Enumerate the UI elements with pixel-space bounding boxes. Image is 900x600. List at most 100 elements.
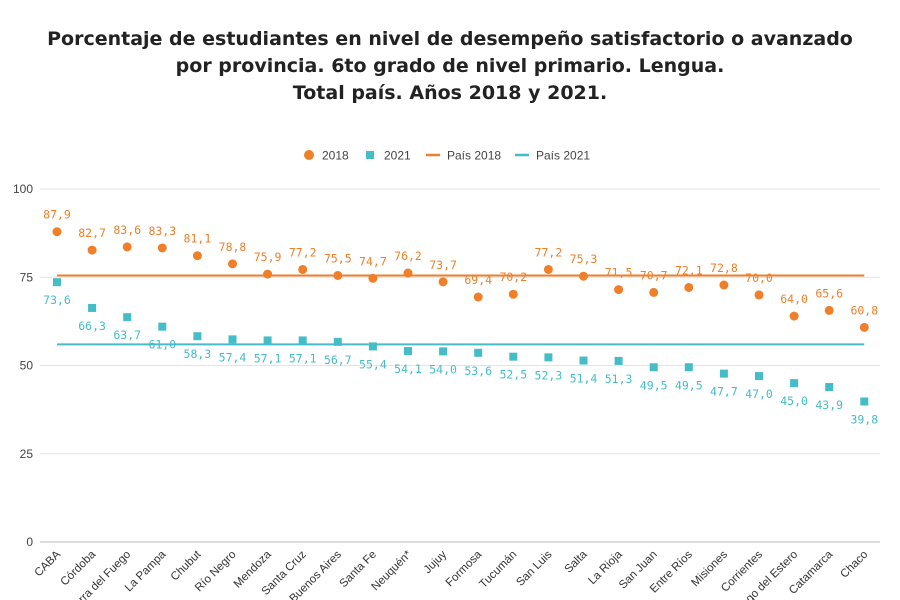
data-label-2021: 52,3 — [535, 368, 563, 382]
legend: 2018 2021 País 2018 País 2021 — [304, 149, 590, 163]
y-tick-label: 50 — [20, 359, 34, 373]
category-label: CABA — [32, 548, 63, 579]
point-2018 — [614, 285, 624, 295]
data-label-2021: 39,8 — [850, 413, 878, 427]
point-2018 — [859, 322, 869, 332]
point-2021 — [544, 353, 553, 362]
point-2021 — [719, 369, 728, 378]
point-2021 — [368, 342, 377, 351]
data-label-2018: 87,9 — [43, 208, 71, 222]
data-label-2021: 43,9 — [815, 398, 843, 412]
data-label-2018: 64,0 — [780, 292, 808, 306]
point-2018 — [263, 269, 273, 279]
legend-label-2021: 2021 — [384, 149, 411, 163]
legend-marker-2021 — [366, 151, 374, 159]
point-2021 — [790, 379, 799, 388]
data-label-2021: 56,7 — [324, 353, 352, 367]
data-label-2018: 70,7 — [640, 268, 668, 282]
chart-title-line-1: Porcentaje de estudiantes en nivel de de… — [47, 28, 853, 50]
category-label: Salta — [563, 548, 590, 575]
data-label-2021: 61,0 — [148, 338, 176, 352]
data-label-2018: 70,2 — [499, 270, 527, 284]
data-label-2018: 75,3 — [570, 252, 598, 266]
point-2018 — [87, 245, 97, 255]
data-label-2021: 58,3 — [184, 347, 212, 361]
legend-label-2018: 2018 — [322, 149, 349, 163]
data-label-2018: 77,2 — [535, 245, 563, 259]
category-label: Chaco — [838, 549, 870, 581]
data-label-2021: 49,5 — [675, 378, 703, 392]
data-label-2021: 45,0 — [780, 394, 808, 408]
chart-title-line-3: Total país. Años 2018 y 2021. — [292, 82, 608, 104]
point-2021 — [755, 372, 763, 381]
point-2018 — [789, 311, 799, 321]
point-2018 — [508, 289, 518, 299]
point-2021 — [404, 347, 412, 356]
legend-label-pais-2021: País 2021 — [536, 149, 590, 163]
category-label: Tucumán — [477, 549, 519, 591]
point-2018 — [473, 292, 483, 302]
point-2021 — [228, 335, 237, 344]
data-labels: 87,9 82,7 83,6 83,3 81,1 78,8 75,9 77,2 75,5 74,7… — [43, 208, 878, 427]
point-2021 — [579, 356, 588, 365]
category-label: Chubut — [169, 548, 204, 583]
data-label-2018: 75,5 — [324, 251, 352, 265]
point-2021 — [825, 383, 834, 392]
data-label-2018: 74,7 — [359, 254, 387, 268]
grid — [40, 188, 880, 543]
chart-title-line-2: por provincia. 6to grado de nivel primar… — [175, 55, 725, 77]
data-label-2021: 47,0 — [745, 387, 773, 401]
point-2018 — [228, 259, 237, 269]
point-2018 — [298, 264, 308, 274]
point-2018 — [719, 280, 729, 290]
data-label-2018: 83,6 — [113, 223, 141, 237]
point-2021 — [158, 322, 167, 331]
point-2018 — [754, 290, 764, 300]
point-2021 — [860, 397, 869, 406]
y-tick-label: 75 — [20, 270, 34, 284]
point-2021 — [614, 356, 623, 365]
y-tick-label: 25 — [20, 447, 34, 461]
point-2018 — [543, 264, 553, 274]
point-2018 — [122, 242, 132, 252]
point-2018 — [438, 277, 448, 287]
data-label-2021: 49,5 — [640, 378, 668, 392]
point-2021 — [684, 363, 693, 372]
data-label-2021: 73,6 — [43, 293, 71, 307]
data-label-2021: 66,3 — [78, 319, 106, 333]
point-2021 — [474, 348, 483, 357]
point-2018 — [684, 282, 694, 292]
data-label-2021: 51,3 — [605, 372, 633, 386]
data-label-2021: 47,7 — [710, 385, 738, 399]
point-2021 — [53, 278, 61, 287]
point-2018 — [579, 271, 588, 281]
data-label-2018: 83,3 — [148, 224, 176, 238]
data-points — [52, 227, 869, 406]
data-label-2021: 52,5 — [499, 368, 527, 382]
data-label-2018: 77,2 — [289, 245, 317, 259]
data-label-2018: 75,9 — [254, 250, 282, 264]
data-label-2018: 72,8 — [710, 261, 738, 275]
point-2018 — [368, 273, 378, 283]
legend-label-pais-2018: País 2018 — [447, 149, 501, 163]
point-2018 — [649, 287, 659, 297]
data-label-2018: 65,6 — [815, 286, 843, 300]
point-2018 — [333, 270, 343, 280]
point-2021 — [123, 313, 132, 322]
data-label-2021: 63,7 — [113, 328, 141, 342]
category-label: Jujuy — [422, 548, 450, 576]
data-label-2018: 71,5 — [605, 266, 633, 280]
point-2018 — [52, 227, 62, 237]
chart-title: Porcentaje de estudiantes en nivel de de… — [0, 26, 900, 107]
point-2021 — [439, 347, 448, 356]
data-label-2018: 70,0 — [745, 271, 773, 285]
point-2021 — [193, 332, 202, 341]
data-label-2021: 54,0 — [429, 362, 457, 376]
data-label-2018: 78,8 — [219, 240, 247, 254]
point-2018 — [157, 243, 167, 253]
data-label-2021: 57,1 — [254, 351, 282, 365]
point-2018 — [403, 268, 413, 278]
legend-marker-2018 — [304, 150, 314, 160]
